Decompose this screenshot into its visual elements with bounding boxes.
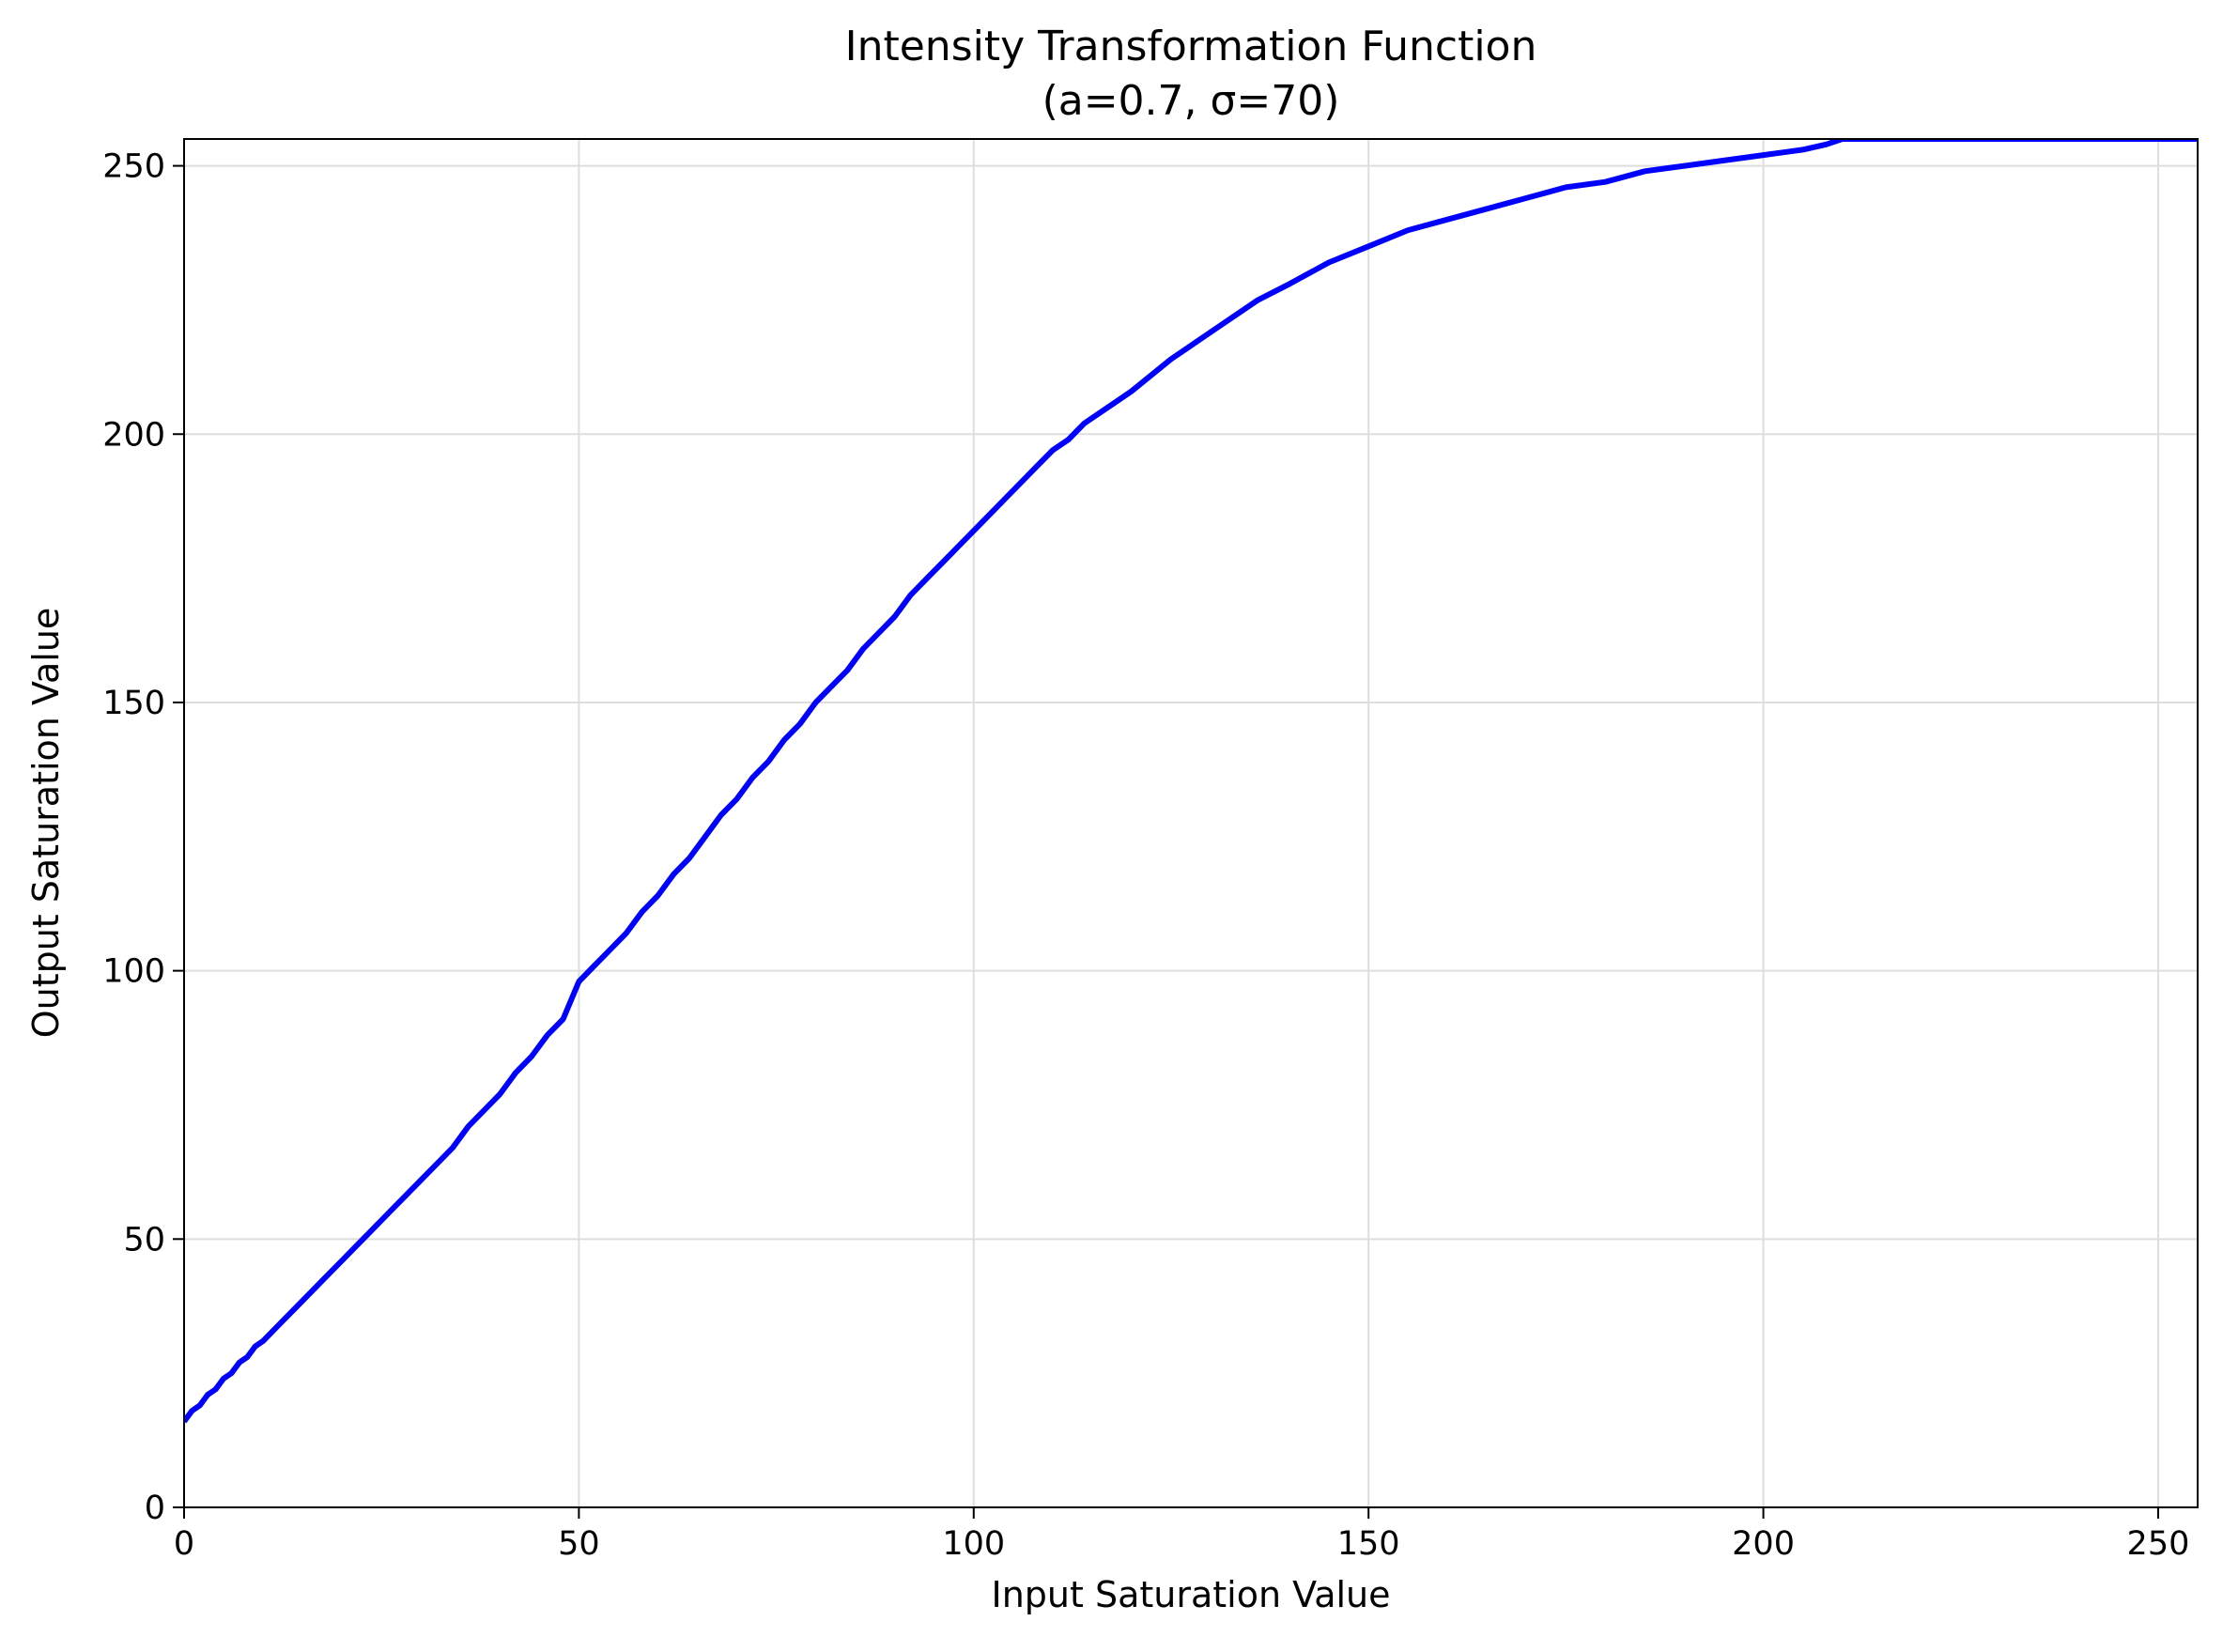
- y-tick-label-1: 50: [123, 1221, 165, 1258]
- chart-subtitle: (a=0.7, σ=70): [1042, 77, 1340, 125]
- y-axis-label: Output Saturation Value: [25, 608, 67, 1039]
- y-tick-label-2: 100: [102, 953, 165, 991]
- y-tick-label-4: 200: [102, 416, 165, 454]
- x-tick-label-5: 250: [2127, 1525, 2190, 1563]
- chart-title: Intensity Transformation Function: [845, 23, 1537, 70]
- ticks: 0 50 100 150 200 250 0 50 100 150 200 250: [102, 148, 2189, 1563]
- plot-frame: [183, 138, 2199, 1508]
- series-layer: [184, 139, 2198, 1424]
- x-tick-label-4: 200: [1732, 1525, 1795, 1563]
- y-tick-label-5: 250: [102, 148, 165, 186]
- y-tick-label-0: 0: [145, 1490, 165, 1527]
- series-line-0: [184, 139, 2198, 1424]
- x-tick-label-0: 0: [174, 1525, 194, 1563]
- x-tick-label-1: 50: [558, 1525, 600, 1563]
- x-tick-label-2: 100: [942, 1525, 1005, 1563]
- y-tick-label-3: 150: [102, 685, 165, 722]
- x-tick-label-3: 150: [1337, 1525, 1400, 1563]
- x-axis-label: Input Saturation Value: [992, 1574, 1391, 1615]
